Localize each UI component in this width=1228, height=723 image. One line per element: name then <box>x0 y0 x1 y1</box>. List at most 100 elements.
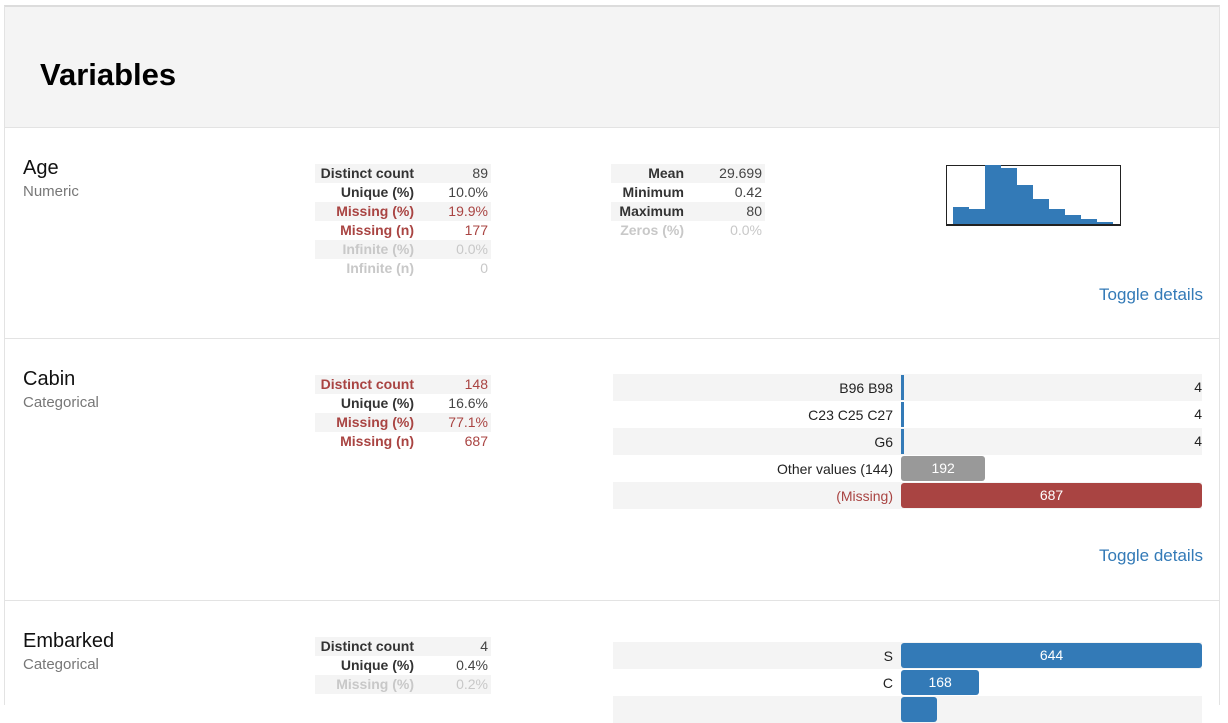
stat-row: Minimum 0.42 <box>611 183 765 202</box>
freq-count: 4 <box>1194 379 1202 395</box>
variable-cabin: Cabin Categorical Distinct count 148 Uniq… <box>5 339 1219 601</box>
histogram-bar <box>1097 222 1113 224</box>
stat-row: Zeros (%) 0.0% <box>611 221 765 240</box>
stat-value: 16.6% <box>448 395 488 411</box>
stat-value: 148 <box>417 375 491 394</box>
stat-value: 0 <box>480 260 488 276</box>
histogram-bar <box>1033 199 1049 224</box>
stat-row: Missing (%) 77.1% <box>315 413 491 432</box>
freq-label: G6 <box>874 433 893 450</box>
freq-bar <box>901 402 904 427</box>
variable-embarked: Embarked Categorical Distinct count 4 Uni… <box>5 601 1219 723</box>
variable-type: Numeric <box>23 183 79 200</box>
freq-label: C <box>882 674 893 691</box>
freq-bar <box>901 429 904 454</box>
stat-row: Distinct count 4 <box>315 637 491 656</box>
stat-label: Missing (%) <box>315 413 417 432</box>
freq-row: C23 C25 C27 4 <box>613 401 1202 428</box>
stat-value: 687 <box>464 433 488 449</box>
stat-value: 89 <box>417 164 491 183</box>
freq-label: C23 C25 C27 <box>808 406 893 423</box>
stat-label: Distinct count <box>315 637 417 656</box>
stat-value: 0.42 <box>734 184 762 200</box>
stat-label: Missing (%) <box>315 675 417 694</box>
stat-value: 10.0% <box>448 184 488 200</box>
variables-section-header: Variables <box>5 7 1219 128</box>
freq-label: (Missing) <box>836 487 893 504</box>
variable-name: Embarked <box>23 630 115 652</box>
stat-label: Minimum <box>622 184 684 200</box>
stat-row: Missing (n) 177 <box>315 221 491 240</box>
freq-row: S 644 <box>613 642 1202 669</box>
report-page: Variables Age Numeric Distinct count 89 U… <box>4 5 1220 723</box>
histogram-bar <box>1001 168 1017 224</box>
stat-label: Maximum <box>611 202 687 221</box>
freq-bar <box>901 697 938 722</box>
freq-label: B96 B98 <box>839 379 893 396</box>
stat-value: 0.0% <box>417 240 491 259</box>
stat-value: 29.699 <box>687 164 765 183</box>
stat-label: Distinct count <box>315 375 417 394</box>
variable-name: Age <box>23 157 59 179</box>
stat-label: Missing (n) <box>340 222 414 238</box>
freq-row: C 168 <box>613 669 1202 696</box>
freq-row: G6 4 <box>613 428 1202 455</box>
histogram-bar <box>1081 219 1097 224</box>
histogram-bar <box>1017 185 1033 224</box>
histogram-bar <box>969 209 985 224</box>
stat-label: Missing (n) <box>340 433 414 449</box>
stat-row: Maximum 80 <box>611 202 765 221</box>
freq-row: B96 B98 4 <box>613 374 1202 401</box>
histogram-bar <box>1065 215 1081 224</box>
freq-row: Other values (144) 192 <box>613 455 1202 482</box>
stat-label: Infinite (n) <box>346 260 414 276</box>
histogram-bar <box>985 165 1001 224</box>
stat-label: Mean <box>611 164 687 183</box>
stat-label: Infinite (%) <box>315 240 417 259</box>
variable-type: Categorical <box>23 394 99 411</box>
stat-label: Missing (%) <box>315 202 417 221</box>
freq-count: 4 <box>1194 433 1202 449</box>
stat-row: Infinite (%) 0.0% <box>315 240 491 259</box>
stat-row: Mean 29.699 <box>611 164 765 183</box>
stat-value: 4 <box>417 637 491 656</box>
stat-row: Missing (n) 687 <box>315 432 491 451</box>
freq-bar <box>901 375 904 400</box>
stat-label: Unique (%) <box>340 184 414 200</box>
stat-row: Infinite (n) 0 <box>315 259 491 278</box>
stat-value: 0.4% <box>456 657 488 673</box>
freq-label: Other values (144) <box>777 460 893 477</box>
stat-value: 0.0% <box>730 222 762 238</box>
stat-label: Unique (%) <box>340 395 414 411</box>
freq-row <box>613 696 1202 723</box>
freq-label: S <box>883 647 893 664</box>
embarked-stats-table: Distinct count 4 Unique (%) 0.4% Missing (… <box>315 637 491 694</box>
cabin-stats-table: Distinct count 148 Unique (%) 16.6% Missin… <box>315 375 491 451</box>
toggle-details-link[interactable]: Toggle details <box>1099 546 1203 565</box>
age-summary-table: Mean 29.699 Minimum 0.42 Maximum 80 Zeros (… <box>611 164 765 240</box>
stat-row: Unique (%) 16.6% <box>315 394 491 413</box>
stat-value: 0.2% <box>417 675 491 694</box>
stat-value: 177 <box>464 222 488 238</box>
age-stats-table: Distinct count 89 Unique (%) 10.0% Missing… <box>315 164 491 278</box>
freq-row: (Missing) 687 <box>613 482 1202 509</box>
stat-label: Distinct count <box>315 164 417 183</box>
histogram-bars <box>953 165 1113 224</box>
stat-row: Distinct count 148 <box>315 375 491 394</box>
toggle-details-link[interactable]: Toggle details <box>1099 285 1203 304</box>
cabin-frequency-table: B96 B98 4 C23 C25 C27 4 G6 4 Other value… <box>613 374 1202 509</box>
variable-type: Categorical <box>23 656 99 673</box>
stat-value: 80 <box>687 202 765 221</box>
stat-label: Unique (%) <box>340 657 414 673</box>
stat-label: Zeros (%) <box>620 222 684 238</box>
stat-row: Missing (%) 0.2% <box>315 675 491 694</box>
freq-bar: 687 <box>901 483 1202 508</box>
stat-row: Unique (%) 0.4% <box>315 656 491 675</box>
embarked-frequency-table: S 644 C 168 <box>613 642 1202 723</box>
stat-row: Missing (%) 19.9% <box>315 202 491 221</box>
histogram-bar <box>953 207 969 224</box>
variable-age: Age Numeric Distinct count 89 Unique (%) 1… <box>5 128 1219 339</box>
age-histogram[interactable] <box>946 165 1121 226</box>
freq-bar: 644 <box>901 643 1202 668</box>
freq-bar: 168 <box>901 670 980 695</box>
